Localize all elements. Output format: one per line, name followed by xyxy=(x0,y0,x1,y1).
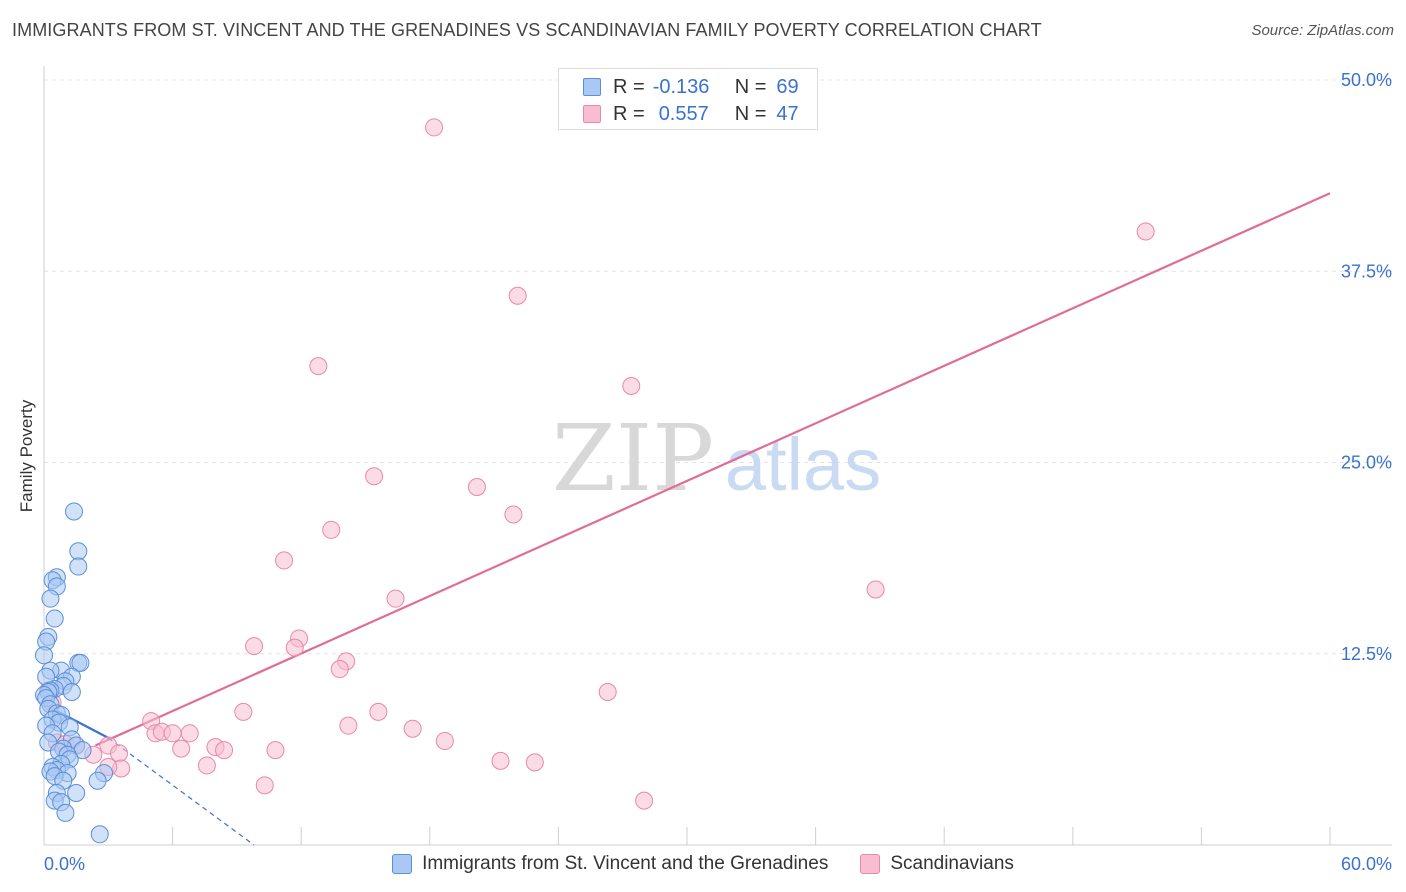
scandinavian-point xyxy=(330,660,349,679)
scandinavian-point xyxy=(322,520,341,539)
vincentian-point xyxy=(62,683,81,701)
chart-legend: Immigrants from St. Vincent and the Gren… xyxy=(0,850,1406,878)
n-label: N = xyxy=(734,102,767,125)
y-tick-label: 12.5% xyxy=(1341,644,1392,664)
r-label: R = xyxy=(613,75,645,98)
scandinavian-point xyxy=(504,505,523,524)
scandinavian-point xyxy=(172,739,191,758)
r-value: -0.136 xyxy=(652,75,710,98)
scandinavian-point xyxy=(110,744,129,763)
legend-label-series-1: Immigrants from St. Vincent and the Gren… xyxy=(422,853,829,874)
y-tick-label: 25.0% xyxy=(1341,453,1392,473)
vincentian-trend-extension xyxy=(107,737,255,846)
source-attribution: Source: ZipAtlas.com xyxy=(1251,22,1394,39)
n-value: 69 xyxy=(776,75,799,98)
vincentian-point xyxy=(88,771,107,790)
scandinavian-point xyxy=(255,776,274,795)
watermark-atlas: atlas xyxy=(725,423,881,506)
vincentian-point xyxy=(35,646,53,665)
scandinavian-point xyxy=(425,118,444,137)
scandinavian-point xyxy=(491,751,510,770)
scandinavian-point xyxy=(622,377,641,395)
legend-label-series-2: Scandinavians xyxy=(890,853,1014,874)
r-value: 0.557 xyxy=(658,102,709,125)
vincentian-point xyxy=(45,609,64,628)
scandinavian-point xyxy=(285,638,304,657)
scandinavian-point xyxy=(386,589,405,608)
scandinavian-point xyxy=(266,741,285,760)
vincentian-point xyxy=(71,653,90,672)
data-points xyxy=(35,118,1155,844)
stats-row-series-2: R = 0.557 N = 47 xyxy=(559,100,799,128)
stats-row-series-1: R = -0.136 N = 69 xyxy=(559,73,799,101)
scandinavian-point xyxy=(598,683,617,701)
scandinavian-point xyxy=(275,551,294,570)
scandinavian-trend-line xyxy=(94,192,1331,747)
scandinavian-point xyxy=(467,477,486,496)
scandinavian-point xyxy=(1136,222,1155,241)
tick-labels: 12.5% 25.0% 37.5% 50.0% 0.0% 60.0% xyxy=(44,70,1392,874)
scandinavian-point xyxy=(525,753,544,772)
legend-item-series-2[interactable]: Scandinavians xyxy=(860,853,1014,875)
n-label: N = xyxy=(734,75,767,98)
scandinavian-point xyxy=(403,719,422,738)
y-tick-label: 37.5% xyxy=(1341,261,1392,281)
scandinavian-point xyxy=(245,637,264,656)
grid-lines xyxy=(44,79,1392,655)
r-label: R = xyxy=(613,102,645,125)
legend-item-series-1[interactable]: Immigrants from St. Vincent and the Gren… xyxy=(392,853,828,875)
scandinavian-point xyxy=(635,791,654,810)
scandinavian-point xyxy=(163,724,182,743)
scandinavian-point xyxy=(435,731,454,750)
watermark: ZIP atlas xyxy=(552,405,881,512)
legend-swatch-series-2 xyxy=(860,854,881,874)
vincentian-point xyxy=(65,502,84,521)
vincentian-point xyxy=(56,803,75,822)
series-1-swatch xyxy=(583,78,601,96)
correlation-stats-box: R = -0.136 N = 69 R = 0.557 N = 47 xyxy=(558,68,818,130)
scandinavian-point xyxy=(234,702,253,721)
vincentian-point xyxy=(67,783,86,802)
vincentian-point xyxy=(41,589,60,608)
trend-lines xyxy=(43,192,1331,846)
vincentian-point xyxy=(90,825,109,844)
n-value: 47 xyxy=(776,102,799,125)
scandinavian-point xyxy=(215,741,234,760)
scandinavian-point xyxy=(180,724,199,743)
axes xyxy=(43,66,1392,846)
chart-title: IMMIGRANTS FROM ST. VINCENT AND THE GREN… xyxy=(12,20,1042,40)
scandinavian-point xyxy=(369,702,388,721)
scandinavian-point xyxy=(866,580,885,599)
y-tick-label: 50.0% xyxy=(1341,70,1392,90)
vincentian-point xyxy=(69,542,88,561)
vincentian-point xyxy=(69,557,88,576)
x-tick-label: 0.0% xyxy=(44,854,85,874)
legend-swatch-series-1 xyxy=(392,854,413,874)
scandinavian-point xyxy=(197,756,216,775)
x-tick-label: 60.0% xyxy=(1341,854,1392,874)
watermark-zip: ZIP xyxy=(552,405,714,512)
scandinavian-point xyxy=(309,357,328,376)
scandinavian-point xyxy=(339,716,358,735)
scandinavian-point xyxy=(508,286,527,305)
scandinavian-point xyxy=(365,467,384,486)
series-2-swatch xyxy=(583,105,601,123)
